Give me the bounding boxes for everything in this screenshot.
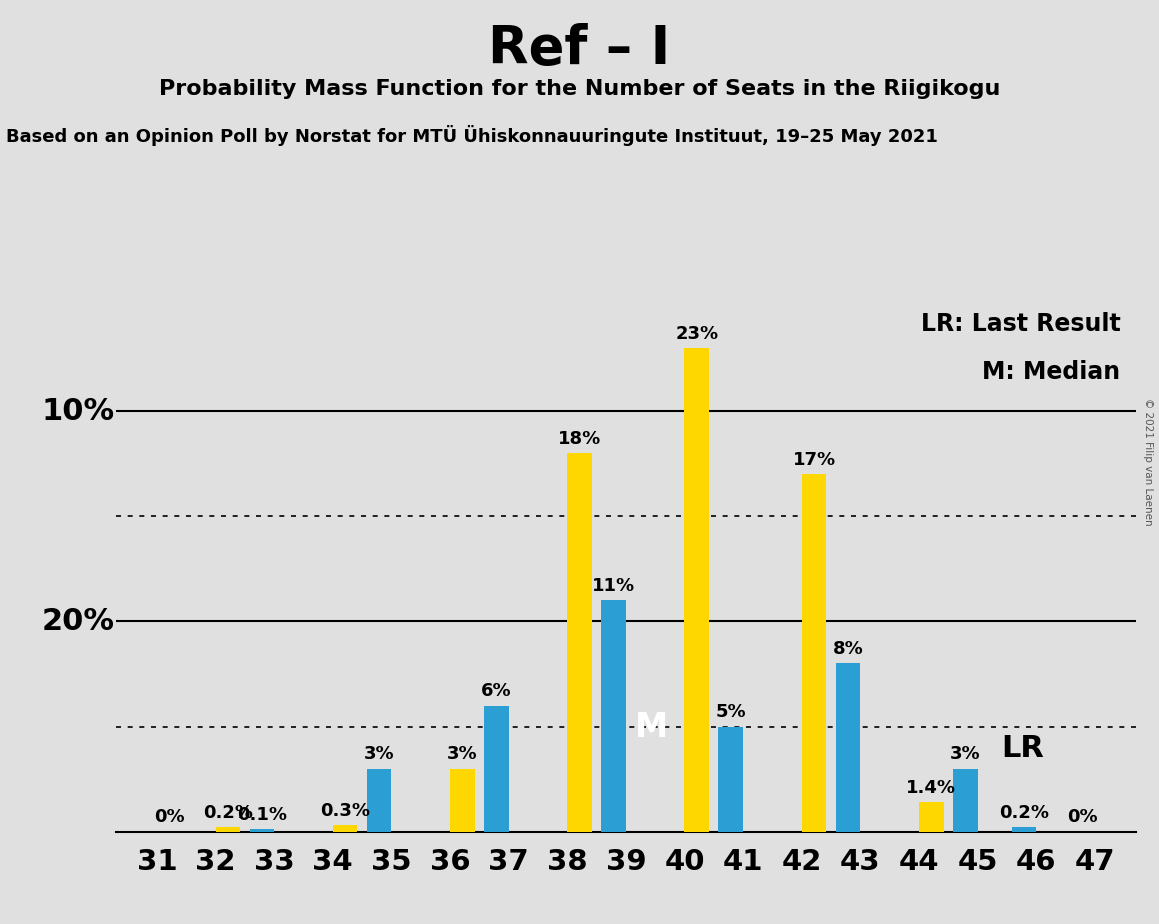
- Bar: [450, 769, 475, 832]
- Bar: [802, 474, 826, 832]
- Bar: [919, 802, 943, 832]
- Text: 0.1%: 0.1%: [236, 807, 287, 824]
- Text: 10%: 10%: [42, 396, 115, 426]
- Text: 11%: 11%: [592, 578, 635, 595]
- Text: 5%: 5%: [715, 703, 746, 722]
- Text: 3%: 3%: [364, 746, 394, 763]
- Text: M: M: [634, 711, 668, 744]
- Text: 8%: 8%: [832, 640, 863, 658]
- Bar: [953, 769, 977, 832]
- Text: 6%: 6%: [481, 682, 511, 700]
- Text: 0%: 0%: [154, 808, 184, 826]
- Text: M: Median: M: Median: [983, 360, 1121, 384]
- Text: 1.4%: 1.4%: [906, 779, 956, 796]
- Bar: [602, 601, 626, 832]
- Text: 20%: 20%: [42, 607, 115, 636]
- Bar: [719, 726, 743, 832]
- Bar: [567, 454, 592, 832]
- Bar: [1012, 827, 1036, 832]
- Text: 18%: 18%: [557, 430, 602, 448]
- Text: 0%: 0%: [1067, 808, 1098, 826]
- Text: 17%: 17%: [793, 451, 836, 469]
- Text: 3%: 3%: [447, 746, 478, 763]
- Text: Probability Mass Function for the Number of Seats in the Riigikogu: Probability Mass Function for the Number…: [159, 79, 1000, 99]
- Bar: [249, 830, 275, 832]
- Text: LR: LR: [1001, 735, 1044, 763]
- Text: 3%: 3%: [950, 746, 981, 763]
- Bar: [216, 827, 240, 832]
- Text: 0.3%: 0.3%: [320, 802, 370, 820]
- Text: 23%: 23%: [676, 325, 719, 343]
- Bar: [366, 769, 392, 832]
- Bar: [836, 663, 860, 832]
- Text: © 2021 Filip van Laenen: © 2021 Filip van Laenen: [1143, 398, 1153, 526]
- Bar: [484, 706, 509, 832]
- Text: Ref – I: Ref – I: [488, 23, 671, 75]
- Bar: [685, 348, 709, 832]
- Bar: [333, 825, 357, 832]
- Text: Based on an Opinion Poll by Norstat for MTÜ Ühiskonnauuringute Instituut, 19–25 : Based on an Opinion Poll by Norstat for …: [6, 125, 938, 146]
- Text: 0.2%: 0.2%: [203, 804, 253, 822]
- Text: 0.2%: 0.2%: [999, 804, 1049, 822]
- Text: LR: Last Result: LR: Last Result: [920, 311, 1121, 335]
